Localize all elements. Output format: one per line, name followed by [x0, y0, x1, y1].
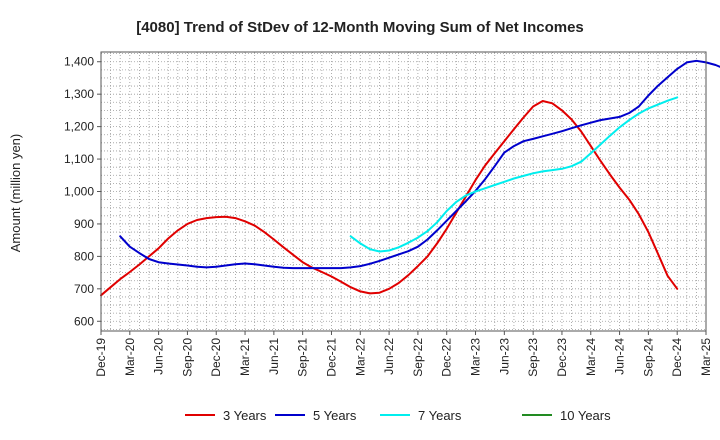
x-tick-label: Sep-20 — [180, 338, 194, 377]
y-tick-label: 1,100 — [64, 152, 94, 166]
y-tick-label: 1,000 — [64, 185, 94, 199]
x-tick-label: Dec-23 — [555, 338, 569, 377]
x-tick-label: Sep-21 — [296, 338, 310, 377]
x-tick-label: Dec-19 — [94, 338, 108, 377]
x-tick-label: Mar-24 — [584, 338, 598, 376]
series-line-5-years — [119, 59, 720, 270]
series-line-3-years — [100, 100, 679, 297]
x-tick-label: Dec-20 — [209, 338, 223, 377]
legend-label-10-years: 10 Years — [560, 408, 611, 423]
legend: 3 Years 5 Years 7 Years 10 Years — [185, 408, 611, 423]
x-tick-label: Jun-23 — [497, 338, 511, 375]
legend-label-3-years: 3 Years — [223, 408, 267, 423]
legend-label-7-years: 7 Years — [418, 408, 462, 423]
x-tick-label: Dec-24 — [670, 338, 684, 377]
x-tick-label: Jun-20 — [152, 338, 166, 375]
series-line-7-years — [349, 96, 679, 253]
x-tick-label: Mar-23 — [469, 338, 483, 376]
y-tick-label: 1,200 — [64, 120, 94, 134]
y-tick-label: 900 — [74, 217, 94, 231]
x-tick-label: Sep-23 — [526, 338, 540, 377]
y-axis-ticks: 600 700 800 900 1,000 1,100 1,200 1,300 1,400 — [64, 55, 101, 328]
x-tick-label: Mar-25 — [699, 338, 713, 376]
y-tick-label: 700 — [74, 282, 94, 296]
x-tick-label: Mar-20 — [123, 338, 137, 376]
x-tick-label: Dec-21 — [324, 338, 338, 377]
x-tick-label: Sep-24 — [641, 338, 655, 377]
x-tick-label: Jun-21 — [267, 338, 281, 375]
x-tick-label: Sep-22 — [411, 338, 425, 377]
x-tick-label: Mar-22 — [353, 338, 367, 376]
x-tick-label: Mar-21 — [238, 338, 252, 376]
y-tick-label: 1,400 — [64, 55, 94, 69]
y-tick-label: 1,300 — [64, 87, 94, 101]
x-axis-ticks: Dec-19 Mar-20 Jun-20 Sep-20 Dec-20 Mar-21 Jun-… — [94, 331, 713, 377]
x-tick-label: Dec-22 — [440, 338, 454, 377]
y-axis-label: Amount (million yen) — [8, 134, 23, 253]
x-tick-label: Jun-24 — [613, 338, 627, 375]
y-tick-label: 600 — [74, 314, 94, 328]
chart-title: [4080] Trend of StDev of 12-Month Moving… — [136, 19, 584, 36]
legend-label-5-years: 5 Years — [313, 408, 357, 423]
grid — [100, 52, 707, 331]
series-lines — [100, 59, 720, 297]
y-tick-label: 800 — [74, 249, 94, 263]
x-tick-label: Jun-22 — [382, 338, 396, 375]
